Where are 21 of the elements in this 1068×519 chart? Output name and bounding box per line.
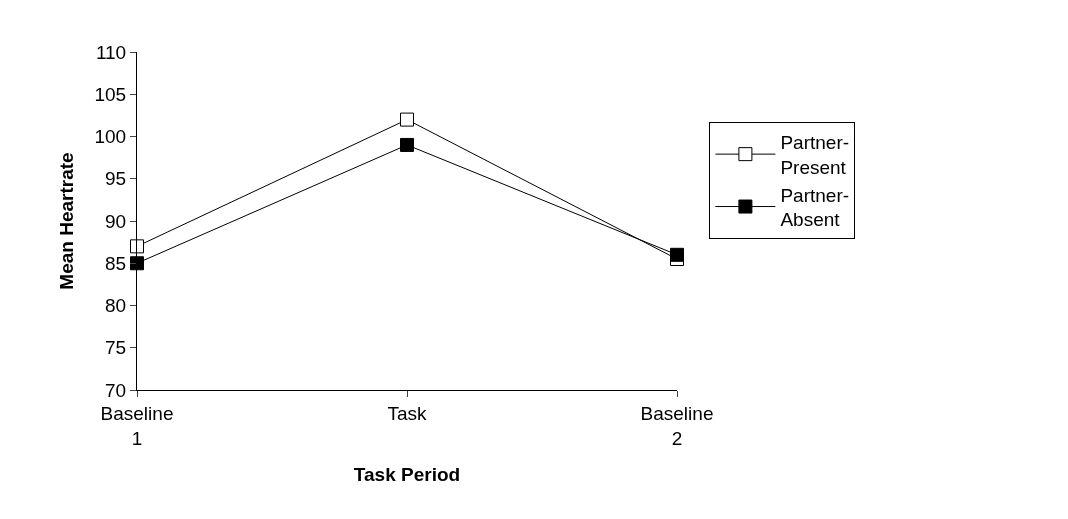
x-tick-label: Baseline 1 xyxy=(100,402,174,449)
y-tick-label: 95 xyxy=(105,168,127,190)
x-tick-label: Task xyxy=(387,402,428,424)
y-tick-label: 105 xyxy=(94,83,127,105)
legend-label: Partner- Absent xyxy=(780,184,850,231)
y-tick-label: 75 xyxy=(105,337,127,359)
y-tick-label: 85 xyxy=(105,252,127,274)
y-tick-label: 90 xyxy=(105,210,127,232)
point xyxy=(400,137,414,152)
x-tick-label: Baseline 2 xyxy=(640,402,714,449)
y-tick-label: 100 xyxy=(94,126,127,148)
y-tick-label: 70 xyxy=(105,379,127,401)
y-tick-label: 80 xyxy=(105,295,127,317)
legend-label: Partner- Present xyxy=(780,132,850,178)
point xyxy=(670,247,684,262)
point xyxy=(130,256,144,271)
y-tick-label: 110 xyxy=(95,41,127,63)
point xyxy=(130,239,144,254)
point xyxy=(400,112,414,127)
y-axis-title: Mean Heartrate xyxy=(56,152,78,290)
x-axis-title: Task Period xyxy=(353,464,461,486)
